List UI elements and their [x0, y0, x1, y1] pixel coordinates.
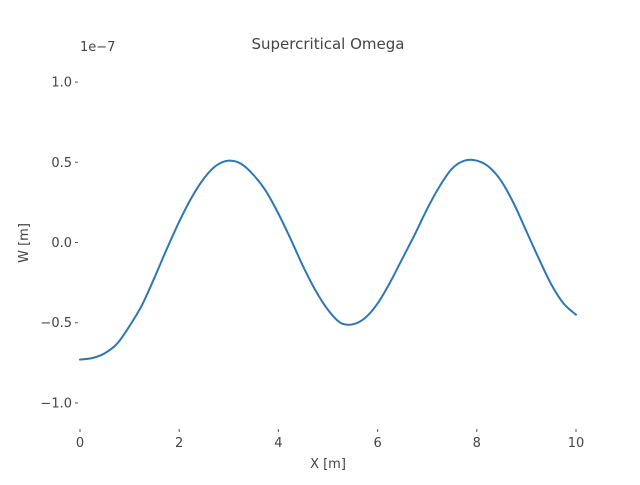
chart-title: Supercritical Omega: [252, 35, 405, 53]
x-axis: 0 2 4 6 8 10: [76, 429, 584, 451]
y-tick-label: 0.0: [51, 236, 72, 251]
x-tick-label: 2: [175, 436, 183, 451]
x-tick-label: 6: [373, 436, 381, 451]
y-offset-text: 1e−7: [80, 40, 115, 55]
series-line: [79, 158, 577, 361]
y-tick-label: 0.5: [51, 156, 72, 171]
x-tick-label: 0: [76, 436, 84, 451]
plot-area: [79, 158, 577, 361]
x-tick-label: 4: [274, 436, 282, 451]
y-tick-label: −0.5: [40, 316, 72, 331]
y-tick-label: −1.0: [40, 396, 72, 411]
x-tick-label: 8: [473, 436, 481, 451]
y-axis: 1.0 0.5 0.0 −0.5 −1.0: [40, 76, 78, 411]
y-axis-label: W [m]: [17, 223, 32, 263]
x-tick-label: 10: [568, 436, 585, 451]
y-tick-label: 1.0: [51, 76, 72, 91]
x-axis-label: X [m]: [310, 457, 346, 472]
